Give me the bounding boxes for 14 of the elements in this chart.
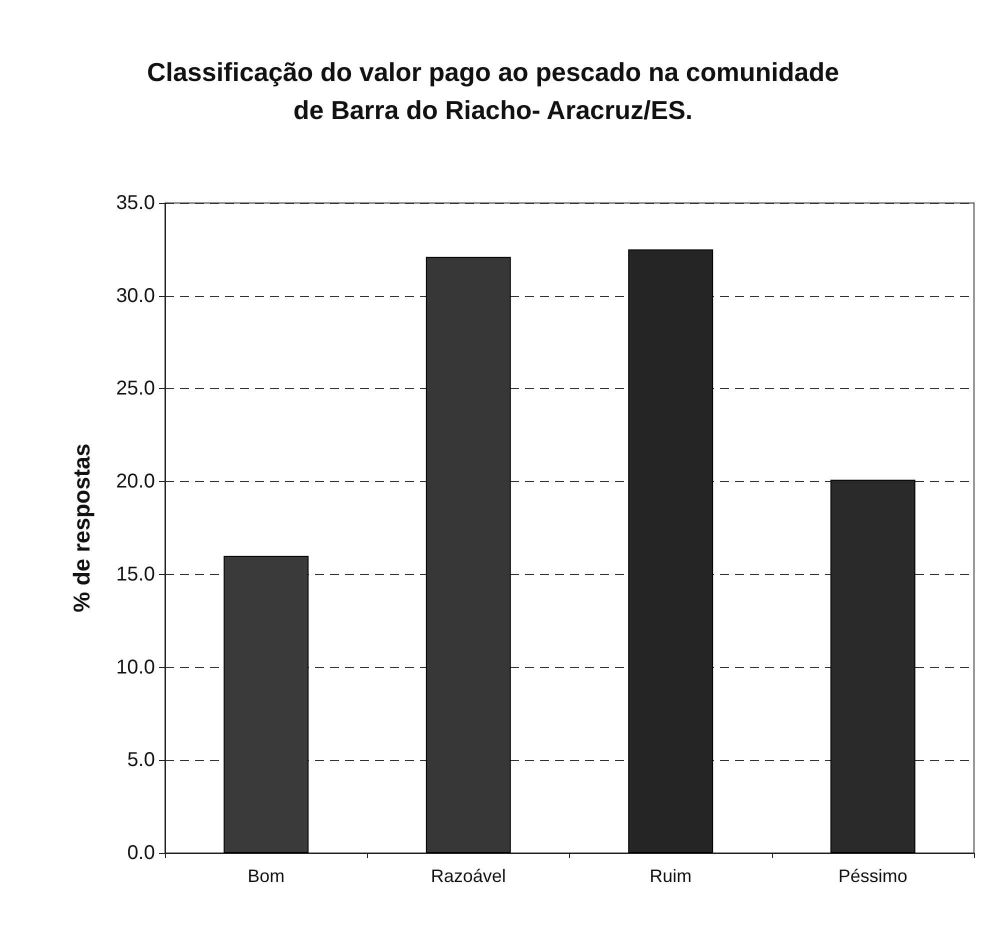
y-tick-label: 35.0 [116, 192, 155, 214]
y-tick-label: 5.0 [127, 749, 155, 772]
y-tick-label: 25.0 [116, 378, 155, 400]
y-tick-label: 20.0 [116, 470, 155, 493]
y-tick-label: 0.0 [127, 842, 155, 864]
y-tick-label: 30.0 [116, 284, 155, 307]
x-tick-label: Péssimo [838, 866, 908, 886]
y-tick-label: 10.0 [116, 656, 155, 678]
y-axis-title: % de respostas [68, 444, 94, 612]
x-tick-label: Ruim [650, 866, 692, 886]
chart-title: Classificação do valor pago ao pescado na comunidade de Barra do Riacho- Aracruz/ES. [146, 57, 840, 125]
y-tick-label: 15.0 [116, 563, 155, 586]
x-tick-label: Razoável [430, 866, 506, 886]
x-tick-label: Bom [248, 866, 285, 886]
